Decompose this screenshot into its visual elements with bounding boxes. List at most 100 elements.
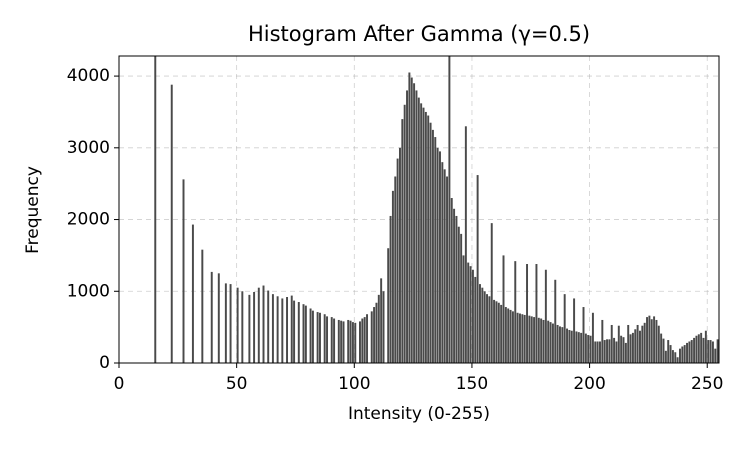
bar xyxy=(540,318,543,363)
bar xyxy=(271,294,274,363)
bar xyxy=(286,297,289,363)
bar xyxy=(693,337,696,363)
bar xyxy=(422,107,425,363)
bar xyxy=(606,339,609,363)
bar xyxy=(615,341,618,363)
bar xyxy=(563,294,566,363)
bar xyxy=(714,348,717,363)
bar xyxy=(406,90,409,363)
bar xyxy=(420,103,423,363)
bar xyxy=(408,72,411,363)
bar xyxy=(450,198,453,363)
bar xyxy=(603,340,606,363)
bar xyxy=(519,313,521,363)
bar xyxy=(542,319,545,363)
bar xyxy=(627,324,630,363)
bar xyxy=(342,321,345,363)
bar xyxy=(667,340,670,363)
bar xyxy=(582,307,585,363)
bar xyxy=(469,266,472,363)
bar xyxy=(389,215,392,363)
bar xyxy=(507,308,510,363)
bar xyxy=(224,283,227,363)
bar xyxy=(490,223,493,363)
bar xyxy=(624,342,627,363)
bar xyxy=(631,332,634,363)
bar xyxy=(671,350,674,363)
bar xyxy=(622,337,625,363)
bar xyxy=(636,324,639,363)
bar xyxy=(229,284,232,363)
bar xyxy=(700,332,703,363)
bar xyxy=(457,226,460,363)
bar xyxy=(500,304,503,363)
bar xyxy=(191,224,194,363)
bar xyxy=(707,340,710,363)
bar xyxy=(453,208,456,363)
bar xyxy=(481,287,484,363)
bar xyxy=(281,298,284,363)
bar xyxy=(236,287,239,363)
bar xyxy=(354,322,357,363)
bar xyxy=(340,320,343,363)
y-axis-label: Frequency xyxy=(23,166,43,254)
bar xyxy=(394,176,397,363)
bar xyxy=(679,348,681,363)
bar xyxy=(370,311,373,363)
bar xyxy=(347,319,350,363)
bar xyxy=(474,276,477,363)
bar xyxy=(711,341,714,363)
bar xyxy=(330,317,333,363)
bar xyxy=(351,322,354,363)
bar xyxy=(276,296,279,363)
bar xyxy=(375,302,378,363)
bar xyxy=(479,284,481,363)
bar xyxy=(554,279,557,363)
bar xyxy=(511,311,514,363)
bar xyxy=(662,338,665,363)
bar xyxy=(580,332,583,363)
bar xyxy=(217,273,220,363)
bar xyxy=(493,299,496,363)
bar xyxy=(316,312,319,363)
bar xyxy=(683,345,686,363)
bar xyxy=(182,179,185,363)
bar xyxy=(681,346,684,363)
bar xyxy=(570,330,573,363)
bar xyxy=(559,326,561,363)
bar xyxy=(391,190,394,363)
bar xyxy=(253,291,256,363)
bar xyxy=(257,287,260,363)
bar xyxy=(641,325,644,363)
bar xyxy=(326,316,329,363)
bar xyxy=(526,264,529,363)
bar xyxy=(413,83,416,363)
bar xyxy=(568,330,571,363)
bar xyxy=(547,320,550,363)
bar xyxy=(596,341,599,363)
bar xyxy=(495,301,498,363)
bar xyxy=(380,278,383,363)
bar xyxy=(528,315,531,363)
bar xyxy=(396,158,399,363)
bar xyxy=(427,115,430,363)
bar xyxy=(655,319,658,363)
bar xyxy=(502,255,505,363)
bar xyxy=(533,317,536,363)
bar xyxy=(467,262,470,363)
bar xyxy=(620,335,623,363)
bar xyxy=(688,341,691,363)
bar xyxy=(639,330,641,363)
bar xyxy=(349,320,352,363)
bar xyxy=(410,77,413,363)
bar xyxy=(674,352,677,363)
bar xyxy=(613,337,616,363)
bar xyxy=(716,339,719,363)
bar xyxy=(302,304,305,363)
bar xyxy=(401,119,404,363)
bar xyxy=(448,56,451,363)
bar xyxy=(561,327,564,363)
bar xyxy=(154,56,157,363)
bar xyxy=(293,300,296,363)
